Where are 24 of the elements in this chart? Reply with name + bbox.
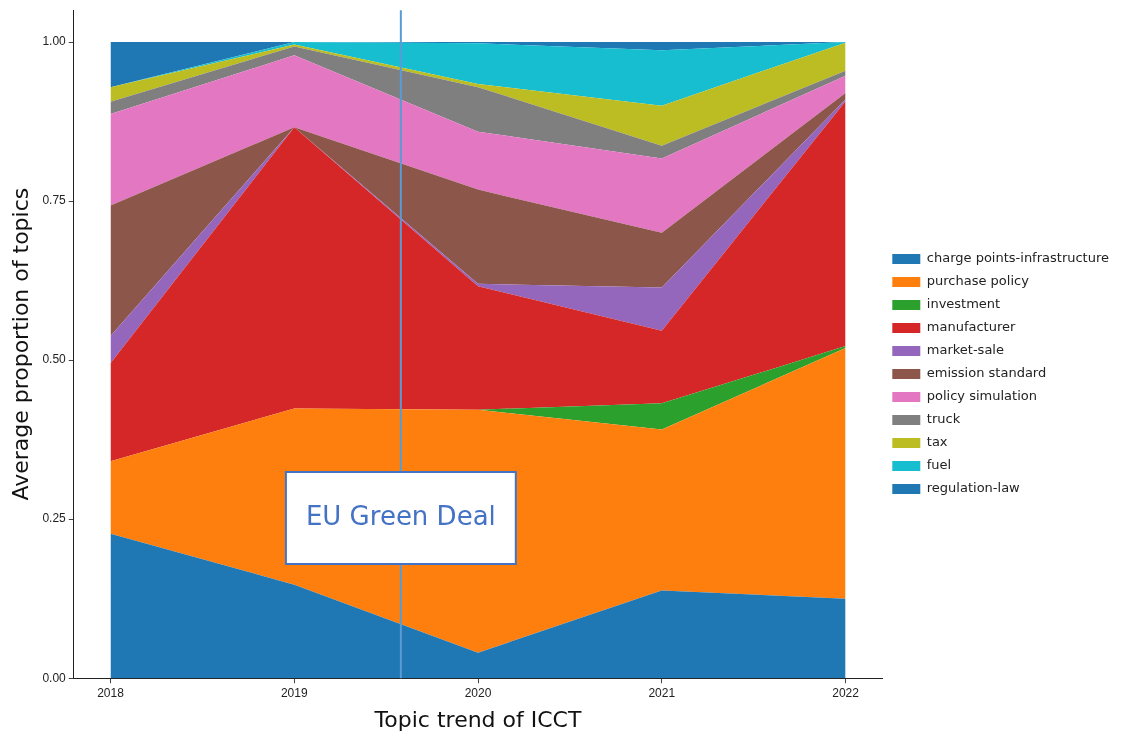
ref-line-label: EU Green Deal	[305, 500, 496, 531]
y-tick-label: 0.75	[42, 193, 67, 208]
y-tick-label: 0.00	[42, 670, 67, 685]
legend-label: investment	[926, 296, 1001, 312]
y-axis-title: Average proportion of topics	[7, 187, 33, 501]
x-tick-label: 2022	[832, 685, 860, 700]
x-tick-label: 2018	[97, 685, 125, 700]
legend-label: policy simulation	[926, 388, 1037, 404]
legend-label: regulation-law	[926, 480, 1021, 496]
x-tick-label: 2020	[464, 685, 492, 700]
legend-label: market-sale	[926, 342, 1004, 358]
x-tick-label: 2019	[280, 685, 308, 700]
y-tick-label: 0.50	[42, 352, 67, 367]
legend-label: charge points-infrastructure	[926, 250, 1109, 266]
y-tick-label: 0.25	[42, 511, 67, 526]
x-axis-title: Topic trend of ICCT	[373, 706, 582, 732]
legend-label: fuel	[926, 457, 952, 473]
legend-label: emission standard	[926, 365, 1047, 381]
y-tick-label: 1.00	[42, 34, 67, 49]
legend-label: truck	[926, 411, 961, 427]
legend-label: manufacturer	[926, 319, 1016, 335]
legend-label: purchase policy	[926, 273, 1030, 289]
legend-label: tax	[926, 434, 948, 450]
x-tick-label: 2021	[648, 685, 676, 700]
